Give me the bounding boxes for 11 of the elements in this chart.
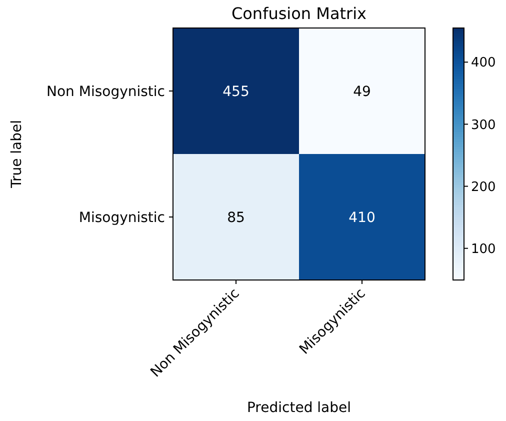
data-label: 49 bbox=[353, 84, 371, 100]
data-label: 85 bbox=[227, 210, 245, 226]
color-bar-label: 300 bbox=[471, 118, 496, 133]
x-axis-title: Predicted label bbox=[246, 400, 352, 416]
y-axis-title: True label bbox=[9, 120, 25, 190]
chart-title: Confusion Matrix bbox=[231, 4, 367, 23]
data-label: 410 bbox=[348, 210, 376, 226]
color-bar-label: 400 bbox=[471, 56, 496, 71]
data-label: 455 bbox=[222, 84, 250, 100]
color-bar-label: 200 bbox=[471, 180, 496, 195]
color-bar-label: 100 bbox=[471, 242, 496, 257]
